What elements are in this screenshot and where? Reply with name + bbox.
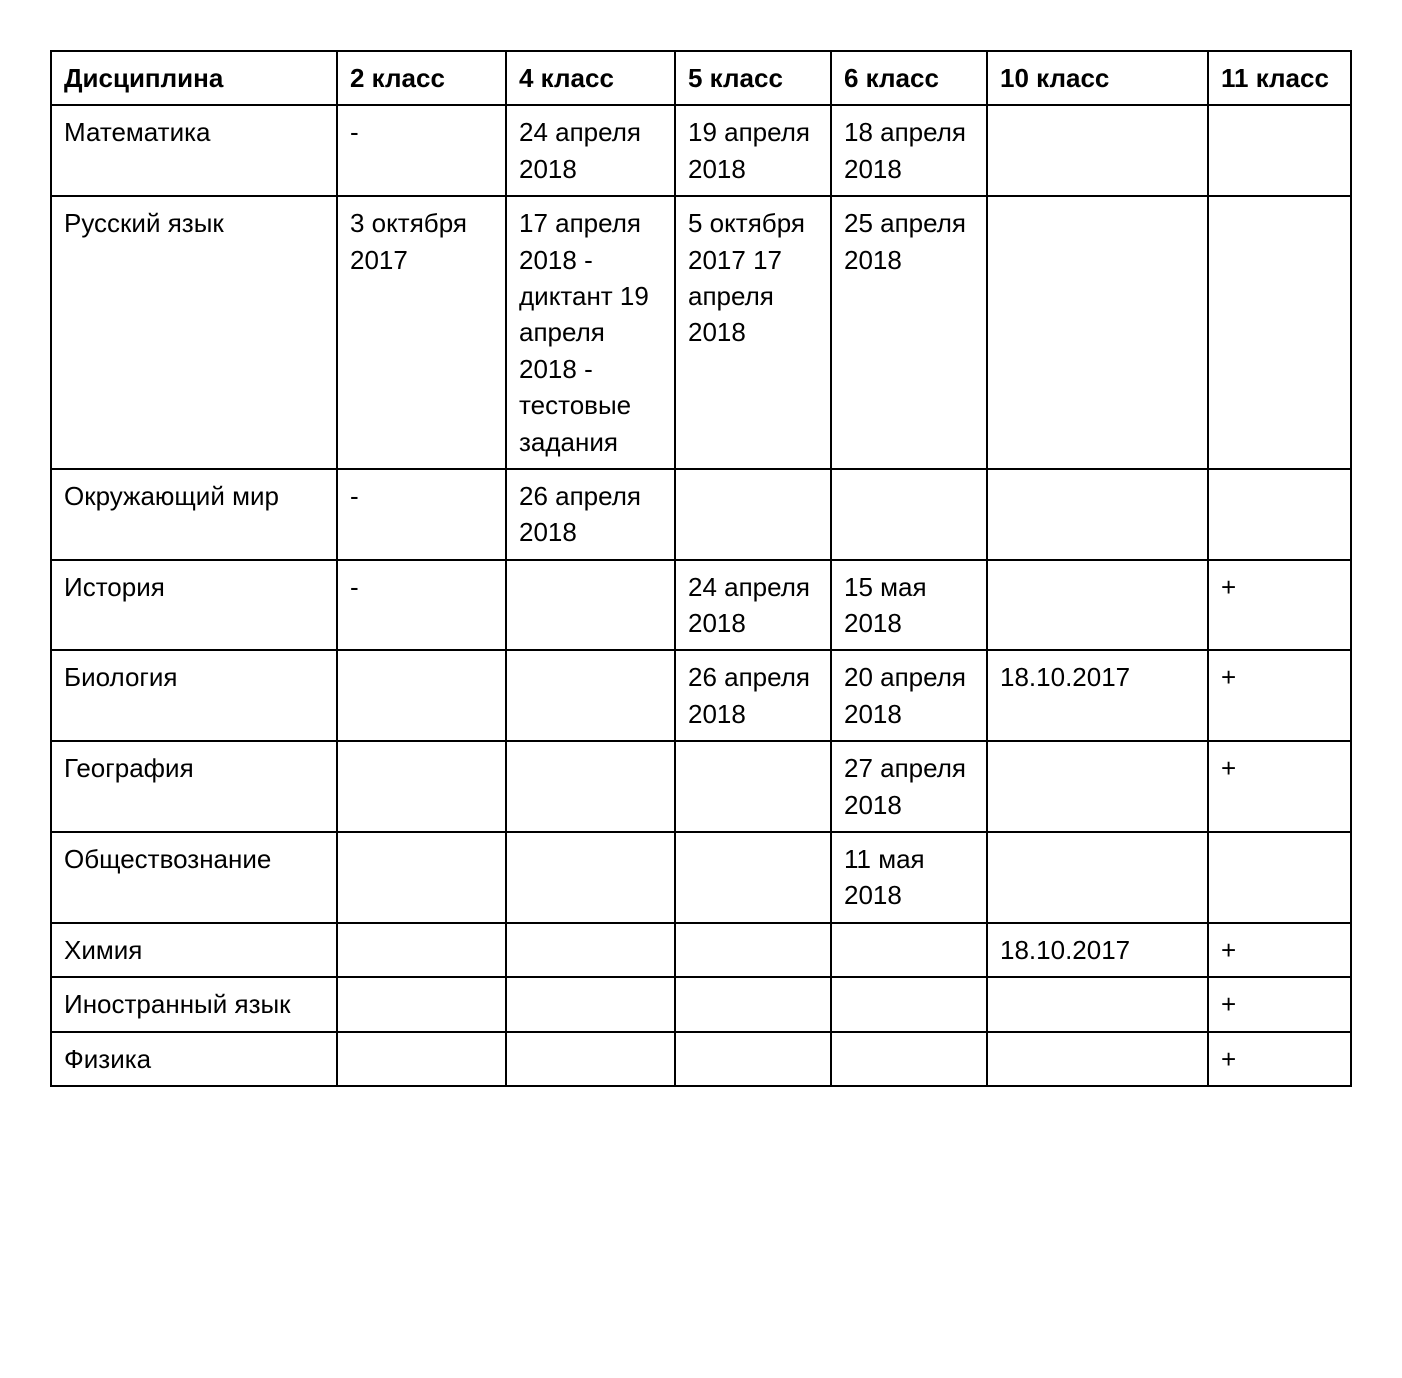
table-body: Математика - 24 апреля 2018 19 апреля 20… — [51, 105, 1351, 1086]
cell-grade4 — [506, 741, 675, 832]
cell-grade5 — [675, 741, 831, 832]
cell-grade11: + — [1208, 741, 1351, 832]
table-row: География 27 апреля 2018 + — [51, 741, 1351, 832]
cell-discipline: Биология — [51, 650, 337, 741]
cell-grade5 — [675, 1032, 831, 1086]
table-row: Биология 26 апреля 2018 20 апреля 2018 1… — [51, 650, 1351, 741]
cell-grade6: 15 мая 2018 — [831, 560, 987, 651]
cell-grade4: 26 апреля 2018 — [506, 469, 675, 560]
cell-grade5: 19 апреля 2018 — [675, 105, 831, 196]
cell-grade5: 26 апреля 2018 — [675, 650, 831, 741]
cell-grade4 — [506, 1032, 675, 1086]
cell-grade4 — [506, 977, 675, 1031]
cell-grade6: 11 мая 2018 — [831, 832, 987, 923]
cell-grade10 — [987, 469, 1208, 560]
table-row: Иностранный язык + — [51, 977, 1351, 1031]
cell-grade10 — [987, 196, 1208, 469]
table-row: Обществознание 11 мая 2018 — [51, 832, 1351, 923]
cell-grade5: 24 апреля 2018 — [675, 560, 831, 651]
cell-discipline: Окружающий мир — [51, 469, 337, 560]
column-header-grade5: 5 класс — [675, 51, 831, 105]
cell-grade10: 18.10.2017 — [987, 923, 1208, 977]
table-row: Окружающий мир - 26 апреля 2018 — [51, 469, 1351, 560]
cell-grade2 — [337, 1032, 506, 1086]
cell-grade11: + — [1208, 560, 1351, 651]
table-row: Математика - 24 апреля 2018 19 апреля 20… — [51, 105, 1351, 196]
cell-grade6: 27 апреля 2018 — [831, 741, 987, 832]
cell-grade10 — [987, 1032, 1208, 1086]
cell-discipline: География — [51, 741, 337, 832]
cell-grade4: 24 апреля 2018 — [506, 105, 675, 196]
cell-grade11: + — [1208, 1032, 1351, 1086]
cell-grade11 — [1208, 196, 1351, 469]
column-header-grade4: 4 класс — [506, 51, 675, 105]
cell-grade10 — [987, 741, 1208, 832]
cell-grade5 — [675, 977, 831, 1031]
cell-grade11 — [1208, 832, 1351, 923]
cell-grade4 — [506, 560, 675, 651]
cell-grade10 — [987, 105, 1208, 196]
cell-grade11: + — [1208, 923, 1351, 977]
cell-grade6: 18 апреля 2018 — [831, 105, 987, 196]
cell-grade5: 5 октября 2017 17 апреля 2018 — [675, 196, 831, 469]
column-header-grade6: 6 класс — [831, 51, 987, 105]
schedule-table: Дисциплина 2 класс 4 класс 5 класс 6 кла… — [50, 50, 1352, 1087]
cell-grade5 — [675, 832, 831, 923]
cell-grade6 — [831, 469, 987, 560]
table-row: Физика + — [51, 1032, 1351, 1086]
table-row: Химия 18.10.2017 + — [51, 923, 1351, 977]
cell-grade6: 20 апреля 2018 — [831, 650, 987, 741]
cell-grade11 — [1208, 469, 1351, 560]
cell-discipline: Русский язык — [51, 196, 337, 469]
cell-discipline: История — [51, 560, 337, 651]
cell-grade11: + — [1208, 650, 1351, 741]
cell-grade6: 25 апреля 2018 — [831, 196, 987, 469]
cell-discipline: Химия — [51, 923, 337, 977]
table-header-row: Дисциплина 2 класс 4 класс 5 класс 6 кла… — [51, 51, 1351, 105]
cell-grade2: - — [337, 560, 506, 651]
column-header-grade2: 2 класс — [337, 51, 506, 105]
cell-grade4 — [506, 832, 675, 923]
cell-grade2 — [337, 650, 506, 741]
cell-grade10 — [987, 977, 1208, 1031]
cell-grade11: + — [1208, 977, 1351, 1031]
cell-grade6 — [831, 977, 987, 1031]
column-header-discipline: Дисциплина — [51, 51, 337, 105]
cell-grade11 — [1208, 105, 1351, 196]
cell-grade2 — [337, 741, 506, 832]
cell-grade2 — [337, 832, 506, 923]
cell-discipline: Математика — [51, 105, 337, 196]
cell-grade5 — [675, 469, 831, 560]
cell-grade2: - — [337, 105, 506, 196]
cell-grade2: 3 октября 2017 — [337, 196, 506, 469]
column-header-grade11: 11 класс — [1208, 51, 1351, 105]
cell-grade10: 18.10.2017 — [987, 650, 1208, 741]
cell-discipline: Физика — [51, 1032, 337, 1086]
cell-grade4 — [506, 923, 675, 977]
cell-grade5 — [675, 923, 831, 977]
cell-grade6 — [831, 1032, 987, 1086]
cell-grade4 — [506, 650, 675, 741]
cell-discipline: Иностранный язык — [51, 977, 337, 1031]
cell-grade2 — [337, 923, 506, 977]
table-row: Русский язык 3 октября 2017 17 апреля 20… — [51, 196, 1351, 469]
table-row: История - 24 апреля 2018 15 мая 2018 + — [51, 560, 1351, 651]
column-header-grade10: 10 класс — [987, 51, 1208, 105]
cell-grade6 — [831, 923, 987, 977]
cell-grade2: - — [337, 469, 506, 560]
cell-grade4: 17 апреля 2018 - диктант 19 апреля 2018 … — [506, 196, 675, 469]
cell-grade2 — [337, 977, 506, 1031]
cell-discipline: Обществознание — [51, 832, 337, 923]
cell-grade10 — [987, 560, 1208, 651]
cell-grade10 — [987, 832, 1208, 923]
